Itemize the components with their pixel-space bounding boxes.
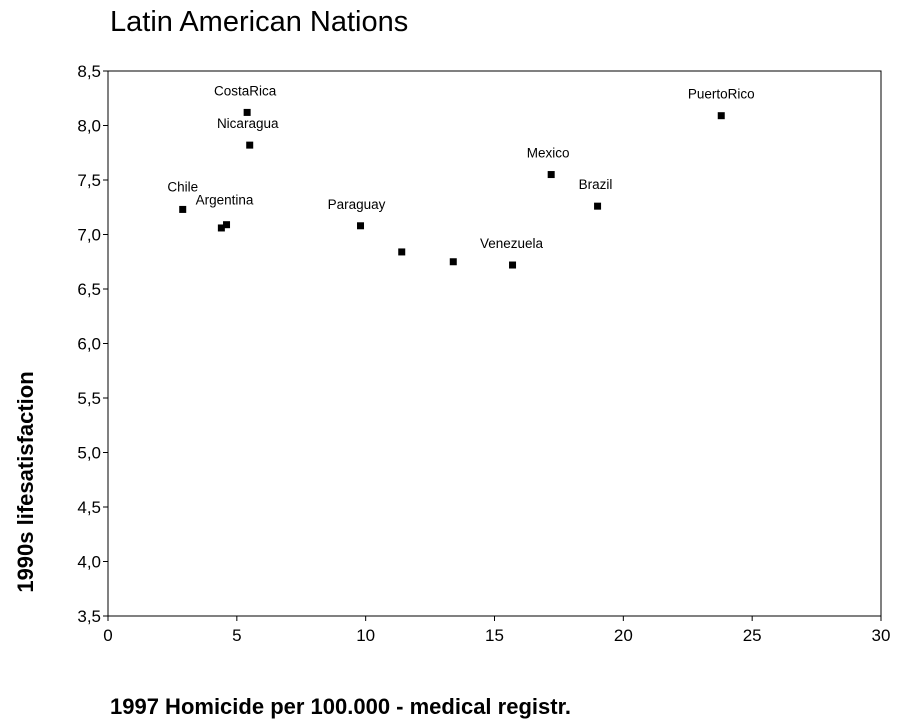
x-tick-label: 25 <box>743 626 762 645</box>
y-tick-label: 5,0 <box>77 444 101 463</box>
data-point <box>179 205 187 213</box>
point-label: Nicaragua <box>217 116 279 131</box>
point-label: Mexico <box>527 146 570 161</box>
plot-frame <box>107 70 882 617</box>
data-point <box>398 248 406 256</box>
y-tick-label: 6,5 <box>77 280 101 299</box>
x-tick-label: 10 <box>356 626 375 645</box>
y-axis-title: 1990s lifesatisfaction <box>13 371 38 592</box>
data-point <box>223 221 231 229</box>
data-point <box>717 112 725 120</box>
point-label: Argentina <box>196 193 254 208</box>
y-tick-label: 4,5 <box>77 498 101 517</box>
y-tick-label: 6,0 <box>77 335 101 354</box>
y-axis: 3,5 4,0 4,5 5,0 5,5 6,0 6,5 7,0 7,5 8,0 8,5 <box>77 62 108 626</box>
data-point <box>357 222 365 230</box>
point-label: Chile <box>167 179 198 194</box>
y-tick-label: 8,5 <box>77 62 101 81</box>
point-label: Paraguay <box>328 197 386 212</box>
point-label: PuertoRico <box>688 87 755 102</box>
x-tick-label: 5 <box>232 626 241 645</box>
x-tick-label: 15 <box>485 626 504 645</box>
x-tick-label: 0 <box>103 626 112 645</box>
data-point <box>217 224 225 232</box>
y-tick-label: 7,0 <box>77 226 101 245</box>
data-point <box>246 141 254 149</box>
x-axis-title: 1997 Homicide per 100.000 - medical regi… <box>110 694 571 719</box>
y-tick-label: 3,5 <box>77 607 101 626</box>
x-tick-label: 30 <box>872 626 891 645</box>
point-label: CostaRica <box>214 83 277 98</box>
chart-title: Latin American Nations <box>110 6 409 38</box>
y-tick-label: 7,5 <box>77 171 101 190</box>
x-tick-label: 20 <box>614 626 633 645</box>
data-point <box>594 202 602 210</box>
y-tick-label: 5,5 <box>77 389 101 408</box>
data-point <box>243 108 251 116</box>
data-point <box>547 171 555 179</box>
data-point <box>509 261 517 269</box>
x-axis: 0 5 10 15 20 25 30 <box>103 616 890 645</box>
point-label: Venezuela <box>480 236 544 251</box>
data-point <box>449 258 457 266</box>
point-label: Brazil <box>579 177 613 192</box>
y-tick-label: 4,0 <box>77 553 101 572</box>
y-tick-label: 8,0 <box>77 117 101 136</box>
